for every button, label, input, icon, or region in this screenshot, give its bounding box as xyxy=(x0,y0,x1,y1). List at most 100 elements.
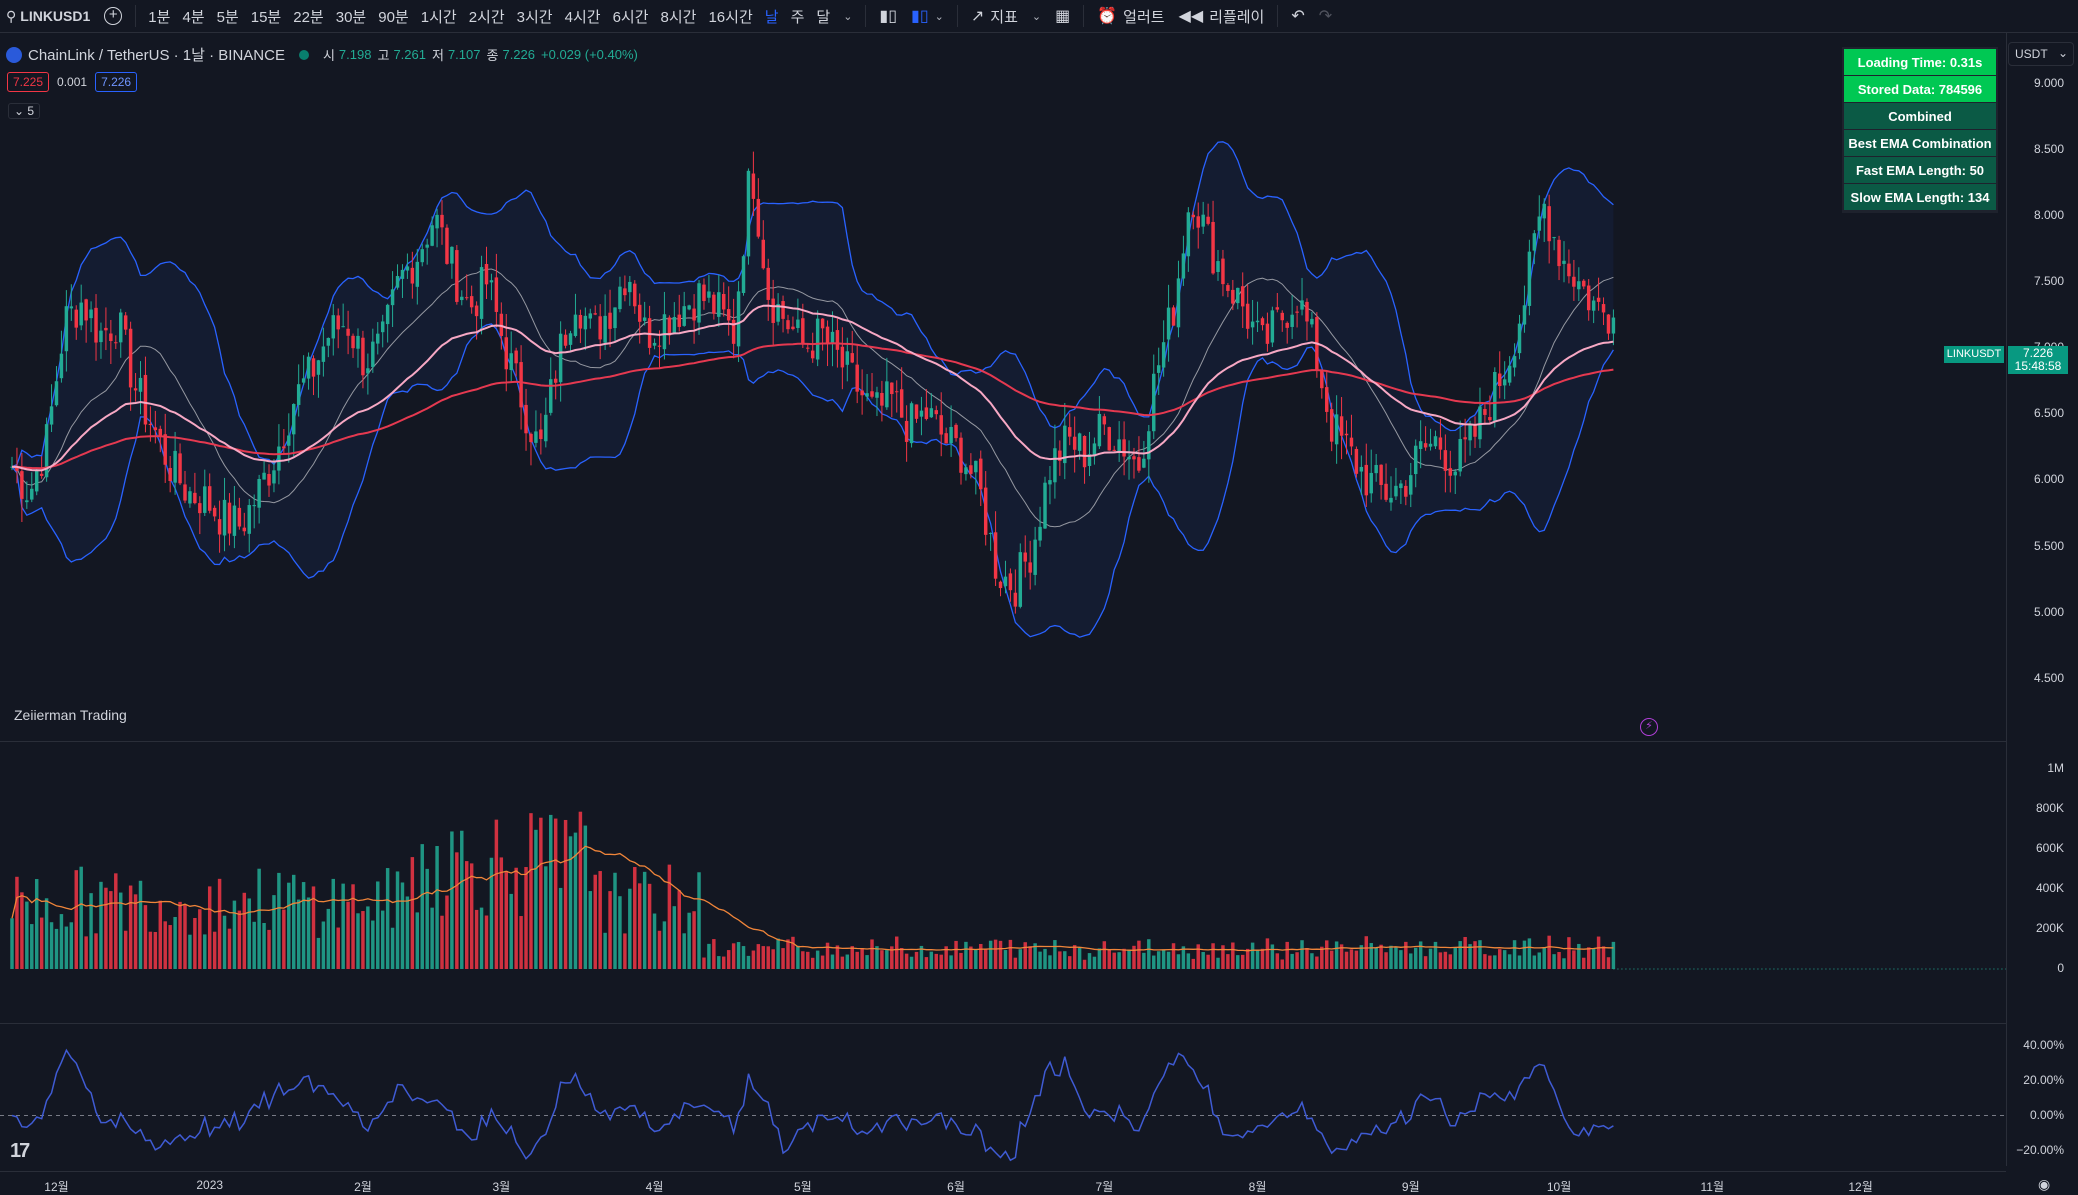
volume-bar xyxy=(1186,953,1191,969)
timeframe-7[interactable]: 1시간 xyxy=(420,8,457,26)
time-axis[interactable]: 12월 2023 2월 3월 4월 5월 6월 7월 8월 9월 10월 11월 12월 xyxy=(0,1171,2006,1195)
volume-bar xyxy=(1572,950,1576,969)
volume-bar xyxy=(786,939,790,969)
volume-bar xyxy=(806,951,810,969)
volume-bar xyxy=(1063,951,1067,969)
volume-bar xyxy=(1043,948,1047,969)
compare-button[interactable]: + xyxy=(97,0,129,33)
candle xyxy=(390,271,395,327)
candle xyxy=(1325,370,1329,423)
chevron-down-icon: ⌄ xyxy=(934,10,944,23)
volume-pane[interactable] xyxy=(0,741,2006,989)
volume-bar xyxy=(400,882,405,969)
lightning-icon[interactable]: ⚡ xyxy=(1640,718,1658,736)
timeframe-9[interactable]: 3시간 xyxy=(516,8,553,26)
volume-bar xyxy=(1102,941,1107,969)
quote-currency-select[interactable]: USDT ⌄ xyxy=(2008,42,2074,66)
candle xyxy=(104,307,108,351)
price-chart[interactable] xyxy=(0,33,2006,740)
volume-bar xyxy=(1582,957,1586,969)
timeframe-2[interactable]: 5분 xyxy=(216,8,239,26)
timeframe-4[interactable]: 22분 xyxy=(293,8,324,26)
timeframe-3[interactable]: 15분 xyxy=(250,8,282,26)
price-axis[interactable]: 9.0008.5008.0007.5007.0006.5006.0005.500… xyxy=(2006,33,2078,1166)
candle xyxy=(949,405,953,457)
volume-bar xyxy=(1443,951,1448,969)
price-tick-label: 6.500 xyxy=(2033,406,2064,421)
indicators-collapse-button[interactable]: ⌄ 5 xyxy=(8,103,41,119)
candle xyxy=(1265,312,1270,352)
candle xyxy=(292,403,296,457)
legend-title[interactable]: ChainLink / TetherUS · 1날 · BINANCE xyxy=(28,47,285,64)
volume-bar xyxy=(272,895,276,969)
candle xyxy=(1018,543,1023,609)
market-status-icon[interactable] xyxy=(298,49,309,60)
timeframe-0[interactable]: 1분 xyxy=(148,8,171,26)
candle xyxy=(919,396,924,436)
volume-bar xyxy=(1577,943,1581,969)
candles-icon: ▮▯ xyxy=(911,8,929,25)
timeframe-15[interactable]: 주 xyxy=(790,8,805,26)
buy-button[interactable]: 7.226 xyxy=(95,72,138,92)
bar-style-button[interactable]: ▮▯ xyxy=(872,0,904,33)
volume-bar xyxy=(504,870,508,969)
timeframe-8[interactable]: 2시간 xyxy=(468,8,505,26)
timeframe-6[interactable]: 90분 xyxy=(378,8,409,26)
candle xyxy=(1488,395,1492,424)
oscillator-chart[interactable] xyxy=(0,1024,2006,1172)
candle xyxy=(1399,480,1403,504)
volume-chart[interactable] xyxy=(0,742,2006,989)
candle xyxy=(568,330,573,353)
candle xyxy=(153,410,158,444)
sell-button[interactable]: 7.225 xyxy=(7,72,50,92)
timeframe-10[interactable]: 4시간 xyxy=(564,8,601,26)
replay-button[interactable]: ◀◀ 리플레이 xyxy=(1172,0,1272,33)
candle xyxy=(583,307,588,351)
volume-bar xyxy=(262,922,266,969)
timeframe-16[interactable]: 달 xyxy=(816,8,831,26)
chart-type-button[interactable]: ▮▯ ⌄ xyxy=(904,0,951,33)
volume-bar xyxy=(282,909,286,969)
volume-bar xyxy=(845,954,850,969)
settings-icon[interactable]: ◉ xyxy=(2038,1176,2051,1192)
volume-bar xyxy=(301,882,306,969)
candle xyxy=(1152,354,1156,440)
volume-bar xyxy=(425,868,429,969)
indicators-button[interactable]: ↗ 지표 xyxy=(964,0,1025,33)
timeframe-5[interactable]: 30분 xyxy=(335,8,367,26)
candle xyxy=(1547,194,1551,264)
volume-bar xyxy=(553,818,558,969)
candle xyxy=(667,315,672,345)
candle xyxy=(1226,283,1230,298)
oscillator-pane[interactable] xyxy=(0,1023,2006,1172)
candle xyxy=(1512,343,1517,377)
candle xyxy=(934,405,939,420)
volume-bar xyxy=(292,874,296,969)
candle xyxy=(336,308,340,349)
timeframe-1[interactable]: 4분 xyxy=(182,8,205,26)
undo-button[interactable]: ↶ xyxy=(1284,0,1311,33)
volume-bar xyxy=(1502,950,1507,969)
volume-bar xyxy=(712,939,716,969)
candle xyxy=(885,357,889,410)
redo-button[interactable]: ↷ xyxy=(1312,0,1339,33)
symbol-search-button[interactable]: ⚲ LINKUSD1 xyxy=(0,0,97,33)
candle xyxy=(469,285,474,314)
timeframe-12[interactable]: 8시간 xyxy=(660,8,697,26)
volume-bar xyxy=(212,931,217,969)
volume-bar xyxy=(173,917,177,969)
price-pane[interactable] xyxy=(0,33,2006,740)
candle xyxy=(1295,305,1299,328)
timeframe-11[interactable]: 6시간 xyxy=(612,8,649,26)
timeframe-13[interactable]: 16시간 xyxy=(708,8,753,26)
timeframe-dropdown-button[interactable]: ⌄ xyxy=(843,10,853,23)
alert-button[interactable]: ⏰ 얼러트 xyxy=(1090,0,1171,33)
timeframe-14[interactable]: 날 xyxy=(764,8,779,26)
volume-bar xyxy=(1142,952,1146,969)
roc-oscillator-line xyxy=(11,1048,1614,1162)
tradingview-logo-icon[interactable]: 17 xyxy=(10,1140,30,1162)
indicators-dropdown-button[interactable]: ⌄ xyxy=(1031,10,1042,23)
volume-bar xyxy=(494,819,499,969)
layout-button[interactable]: ▦ xyxy=(1048,0,1077,33)
candle xyxy=(791,316,795,331)
